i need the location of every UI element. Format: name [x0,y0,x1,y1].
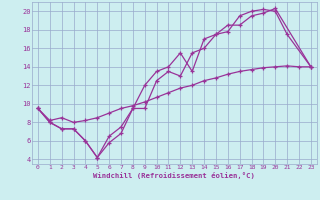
X-axis label: Windchill (Refroidissement éolien,°C): Windchill (Refroidissement éolien,°C) [93,172,255,179]
